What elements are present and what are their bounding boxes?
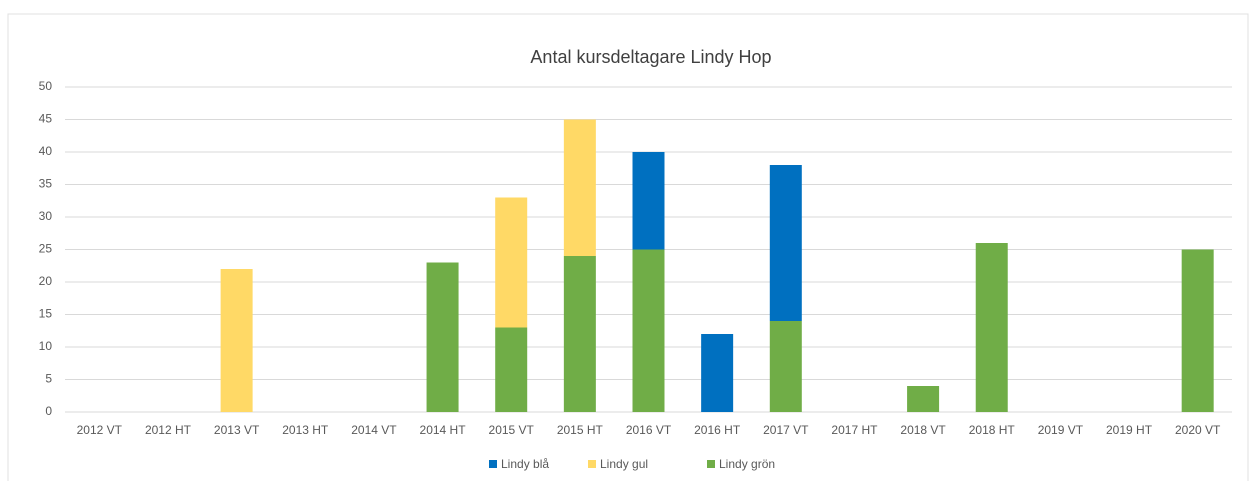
legend-label: Lindy gul [600,457,648,471]
y-tick-label: 25 [39,242,53,256]
bar-segment [495,197,528,328]
y-tick-label: 50 [39,79,53,93]
y-tick-label: 0 [45,404,52,418]
bar-segment [495,327,528,412]
y-tick-label: 40 [39,144,53,158]
x-tick-label: 2012 HT [145,423,192,437]
y-tick-label: 20 [39,274,53,288]
x-tick-label: 2018 VT [900,423,946,437]
x-tick-label: 2014 VT [351,423,397,437]
bar-segment [769,165,802,321]
x-tick-label: 2013 HT [282,423,329,437]
x-tick-label: 2013 VT [214,423,260,437]
bar-segment [907,386,940,412]
bar-segment [632,152,665,250]
chart-frame [7,13,1249,481]
y-tick-label: 10 [39,339,53,353]
legend-swatch [489,460,497,468]
bar-segment [632,249,665,412]
x-tick-label: 2016 HT [694,423,741,437]
bar-segment [563,119,596,256]
x-tick-label: 2020 VT [1175,423,1221,437]
x-tick-label: 2018 HT [969,423,1016,437]
bar-segment [975,243,1008,412]
y-tick-label: 45 [39,112,53,126]
bar-segment [426,262,459,412]
legend-label: Lindy blå [501,457,549,471]
x-tick-label: 2019 HT [1106,423,1153,437]
x-tick-label: 2012 VT [77,423,123,437]
bar-segment [1181,249,1214,412]
bar-segment [563,256,596,412]
bar-segment [701,334,734,412]
x-tick-label: 2015 VT [489,423,535,437]
y-tick-label: 30 [39,209,53,223]
x-tick-label: 2017 VT [763,423,809,437]
y-tick-label: 5 [45,372,52,386]
bar-segment [769,321,802,412]
y-tick-label: 35 [39,177,53,191]
legend-swatch [588,460,596,468]
legend-swatch [707,460,715,468]
x-tick-label: 2014 HT [420,423,467,437]
x-tick-label: 2019 VT [1038,423,1084,437]
chart-title: Antal kursdeltagare Lindy Hop [530,47,771,67]
x-tick-label: 2017 HT [831,423,878,437]
x-tick-label: 2015 HT [557,423,604,437]
x-tick-label: 2016 VT [626,423,672,437]
legend-label: Lindy grön [719,457,775,471]
y-tick-label: 15 [39,307,53,321]
bar-segment [220,269,253,412]
